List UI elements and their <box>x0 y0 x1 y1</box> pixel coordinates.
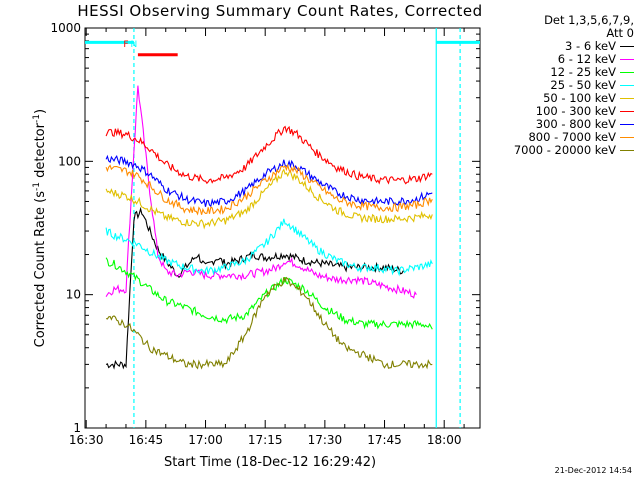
x-tick-label: 16:45 <box>129 433 164 447</box>
attenuator-marker: F <box>123 40 128 50</box>
legend-entry: 300 - 800 keV <box>482 118 634 131</box>
x-tick-label: 16:30 <box>69 433 104 447</box>
legend-label: 800 - 7000 keV <box>528 130 616 144</box>
legend-swatch <box>620 98 634 99</box>
legend: Det 1,3,5,6,7,9, Att 0 3 - 6 keV 6 - 12 k… <box>482 14 634 157</box>
x-tick-label: 17:15 <box>248 433 283 447</box>
legend-swatch <box>620 85 634 86</box>
legend-entry: 25 - 50 keV <box>482 79 634 92</box>
legend-entry: 6 - 12 keV <box>482 53 634 66</box>
legend-label: 25 - 50 keV <box>550 78 616 92</box>
attenuator-marker: N <box>131 40 138 50</box>
series-line-8 <box>105 276 433 370</box>
footer-timestamp: 21-Dec-2012 14:54 <box>554 466 632 475</box>
y-tick-label: 1000 <box>50 21 81 35</box>
legend-swatch <box>620 150 634 151</box>
x-tick-label: 17:45 <box>367 433 402 447</box>
legend-entry: 800 - 7000 keV <box>482 131 634 144</box>
series-line-5 <box>105 125 433 185</box>
legend-swatch <box>620 111 634 112</box>
x-tick-label: 17:00 <box>188 433 223 447</box>
legend-label: 50 - 100 keV <box>543 91 616 105</box>
legend-entry: 12 - 25 keV <box>482 66 634 79</box>
chart-title: HESSI Observing Summary Count Rates, Cor… <box>77 2 483 20</box>
legend-rows: 3 - 6 keV 6 - 12 keV 12 - 25 keV 25 - 50 ke… <box>482 40 634 157</box>
legend-label: 12 - 25 keV <box>550 65 616 79</box>
legend-header-1: Det 1,3,5,6,7,9, <box>544 13 634 27</box>
series-line-3 <box>105 218 433 277</box>
x-axis-label: Start Time (18-Dec-12 16:29:42) <box>163 455 377 470</box>
legend-swatch <box>620 59 634 60</box>
legend-label: 7000 - 20000 keV <box>513 143 616 157</box>
legend-label: 3 - 6 keV <box>565 39 616 53</box>
plot-frame <box>84 27 481 429</box>
legend-entry: 100 - 300 keV <box>482 105 634 118</box>
legend-swatch <box>620 124 634 125</box>
legend-label: 300 - 800 keV <box>535 117 616 131</box>
legend-entry: 50 - 100 keV <box>482 92 634 105</box>
legend-entry: 3 - 6 keV <box>482 40 634 53</box>
series-line-0 <box>105 206 405 370</box>
legend-entry: 7000 - 20000 keV <box>482 144 634 157</box>
legend-swatch <box>620 72 634 73</box>
y-tick-label: 100 <box>58 154 81 168</box>
x-tick-label: 18:00 <box>427 433 462 447</box>
series-line-6 <box>105 154 433 208</box>
legend-swatch <box>620 137 634 138</box>
x-tick-label: 17:30 <box>308 433 343 447</box>
series-line-7 <box>105 163 433 216</box>
y-tick-label: 10 <box>66 288 81 302</box>
legend-label: 6 - 12 keV <box>557 52 616 66</box>
y-tick-label: 1 <box>73 421 81 435</box>
legend-header-2: Att 0 <box>606 26 634 40</box>
legend-swatch <box>620 46 634 47</box>
legend-label: 100 - 300 keV <box>535 104 616 118</box>
series-line-4 <box>105 168 433 230</box>
